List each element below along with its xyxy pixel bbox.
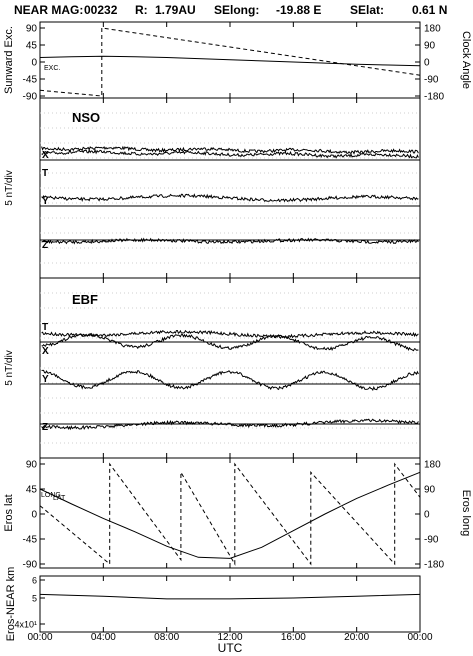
header: NEAR MAG: 00232 R: 1.79AU SElong: -19.88… [14,3,447,17]
panel-eros-series [39,462,421,566]
panel-sunward-yticks-right: 180 90 0 -90 -180 [415,24,444,103]
nso-trace-2 [41,193,419,203]
nso-trace-0 [41,145,419,155]
sunward-series-0 [39,55,421,67]
panel-ebf-label-y: Y [42,374,49,385]
nso-trace-1 [41,148,419,159]
panel-nso-label-z: Z [42,240,48,251]
x-tick-label: 16:00 [281,632,306,643]
ebf-trace-1 [41,332,419,352]
ebf-trace-0 [41,329,419,339]
panel-range-yticks: 6 5 4x10¹ [14,576,45,630]
panel-eros-ylabel-right: Eros long [460,490,472,536]
y-tick-label: -90 [23,560,38,571]
panel-eros-frame [39,457,421,569]
panel-range-series [39,593,421,600]
panel-ebf-ylabel: 5 nT/div [4,350,15,386]
panel-ebf-content [40,292,420,444]
y-tick-label: 180 [424,24,441,35]
header-selong: -19.88 E [276,3,321,17]
header-selong-label: SElong: [214,3,259,17]
header-range-label: R: [135,3,148,17]
panel-range-ylabel: Eros-NEAR km [5,567,17,642]
x-axis: 00:00 04:00 08:00 12:00 16:00 20:00 00:00 [27,22,433,643]
header-doy: 00232 [84,3,118,17]
panel-nso-title: NSO [72,110,100,125]
panel-eros-annotation-long: LONG [41,492,61,499]
header-selat: 0.61 N [412,3,447,17]
panel-nso-ylabel: 5 nT/div [4,170,15,206]
panel-ebf-label-t: T [42,322,48,333]
panel-ebf-title: EBF [72,292,98,307]
header-mission: NEAR MAG: [14,3,83,17]
y-tick-label: -90 [23,92,38,103]
panel-eros-ylabel-left: Eros lat [3,494,15,531]
y-tick-label: 0 [31,58,37,69]
eros-series-lat [39,471,421,559]
y-tick-label: -180 [424,560,444,571]
y-tick-label: 0 [424,510,430,521]
y-tick-label: -90 [424,535,439,546]
y-tick-label: 4x10¹ [14,620,37,630]
header-range: 1.79AU [155,3,196,17]
y-tick-label: 180 [424,460,441,471]
y-tick-label: -45 [23,75,38,86]
y-tick-label: 5 [32,594,37,604]
y-tick-label: 6 [32,576,37,586]
y-tick-label: 90 [424,485,436,496]
eros-series-long [39,462,421,566]
x-axis-label: UTC [218,641,243,655]
x-tick-label: 20:00 [344,632,369,643]
ebf-trace-2 [41,369,419,392]
x-tick-label: 00:00 [407,632,432,643]
y-tick-label: 0 [424,58,430,69]
y-tick-label: -90 [424,75,439,86]
panel-range-frame [39,575,421,633]
y-tick-label: 90 [424,41,436,52]
panel-eros-annotation-lat: LAT [53,495,66,502]
y-tick-label: -45 [23,535,38,546]
panel-eros: 90 45 0 -45 -90 180 90 0 -90 -180 LONG LAT Eros … [3,457,472,571]
panel-eros-yticks-right: 180 90 0 -90 -180 [415,460,444,571]
panel-sunward-series [39,27,421,97]
panel-sunward-ylabel-right: Clock Angle [460,31,472,89]
nso-trace-3 [41,237,419,245]
x-tick-label: 04:00 [91,632,116,643]
panel-sunward-ylabel-left: Sunward Exc. [3,26,15,94]
panel-sunward-annotation: EXC. [44,65,60,72]
range-series [39,593,421,600]
header-selat-label: SElat: [350,3,384,17]
y-tick-label: 0 [31,510,37,521]
y-tick-label: 90 [26,460,38,471]
y-tick-label: 45 [26,41,38,52]
y-tick-label: 90 [26,24,38,35]
panel-nso-content [40,112,420,264]
y-tick-label: -180 [424,92,444,103]
ebf-trace-3 [41,418,419,431]
panel-nso-label-x: X [42,150,49,161]
sunward-series-1 [39,27,421,97]
y-tick-label: 45 [26,485,38,496]
x-tick-label: 00:00 [27,632,52,643]
panel-range: 6 5 4x10¹ Eros-NEAR km [5,567,421,642]
panel-sunward: 90 45 0 -45 -90 180 90 0 -90 -180 EXC. Sunward E… [3,21,472,103]
panel-ebf-label-z: Z [42,422,48,433]
panel-ebf: EBF T X Y Z 5 nT/div [4,277,421,459]
panel-ebf-label-x: X [42,346,49,357]
panel-nso: NSO T X Y Z 5 nT/div [4,97,421,279]
panel-sunward-yticks-left: 90 45 0 -45 -90 [23,24,45,103]
x-tick-label: 12:00 [217,632,242,643]
panel-nso-label-y: Y [42,196,49,207]
panel-nso-label-t: T [42,168,48,179]
x-tick-label: 08:00 [154,632,179,643]
panel-eros-yticks-left: 90 45 0 -45 -90 [23,460,45,571]
